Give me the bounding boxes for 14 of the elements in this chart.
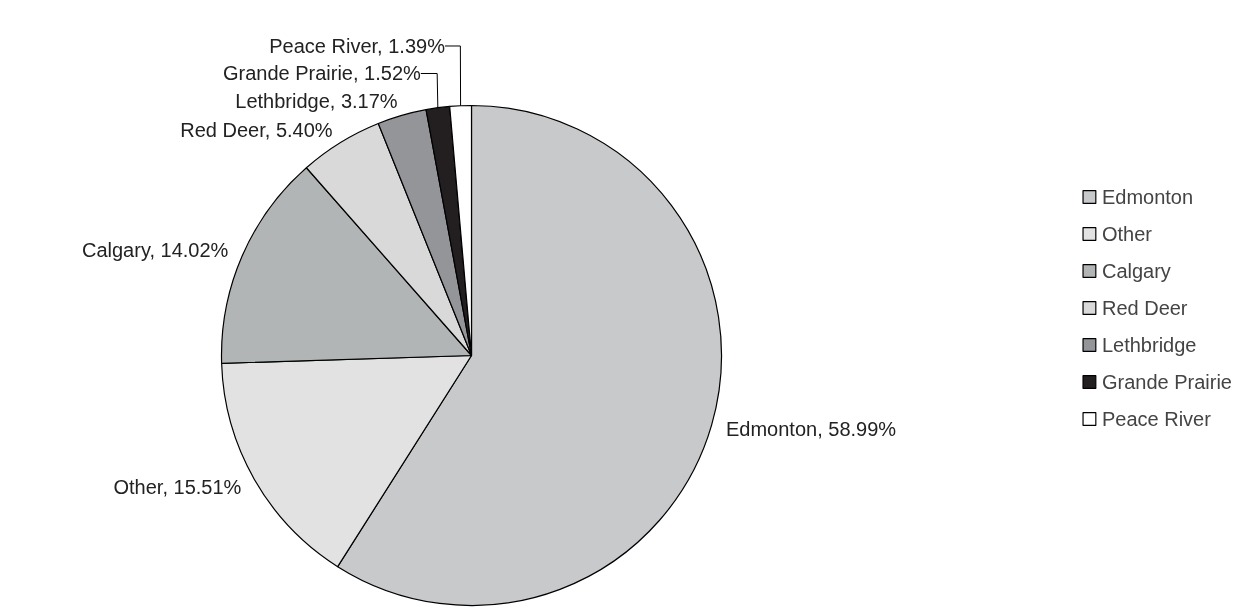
legend-label: Grande Prairie <box>1101 370 1232 393</box>
legend-label: Edmonton <box>1101 185 1194 208</box>
data-label: Lethbridge, 3.17% <box>235 90 398 112</box>
data-label: Other, 15.51% <box>113 475 242 498</box>
legend-label: Other <box>1101 222 1152 245</box>
legend-label: Calgary <box>1101 259 1171 282</box>
legend-label: Red Deer <box>1101 296 1188 319</box>
data-label: Grande Prairie, 1.52% <box>222 62 422 85</box>
data-label: Red Deer, 5.40% <box>180 118 333 141</box>
data-label: Edmonton, 58.99% <box>726 418 897 441</box>
legend-label: Lethbridge <box>1101 333 1197 356</box>
legend-label: Peace River <box>1101 407 1211 430</box>
data-label: Peace River, 1.39% <box>269 35 446 57</box>
data-label: Calgary, 14.02% <box>81 239 229 262</box>
